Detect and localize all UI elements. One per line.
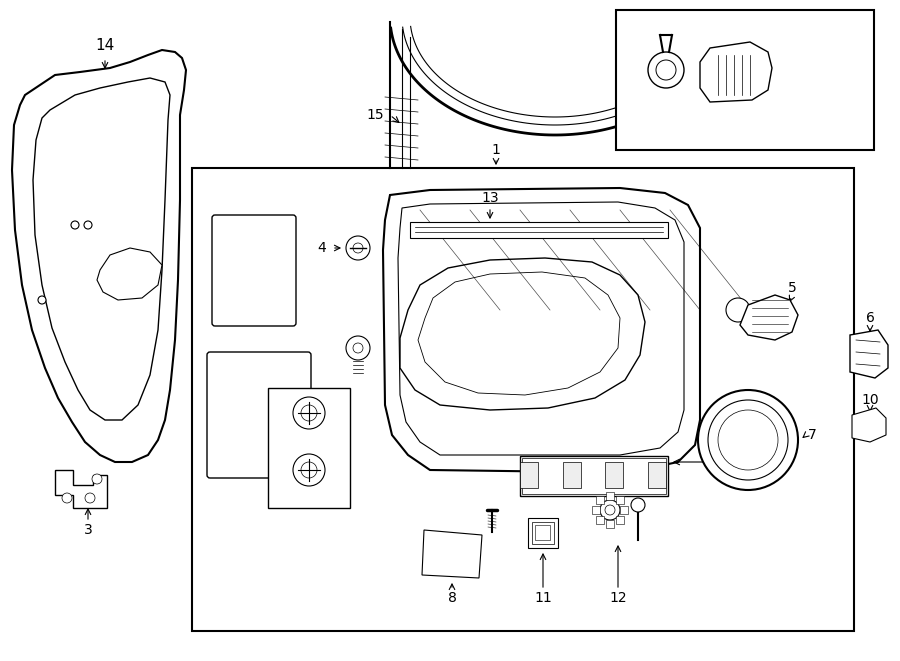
Circle shape [84, 221, 92, 229]
Circle shape [708, 400, 788, 480]
Polygon shape [97, 248, 162, 300]
Bar [606, 462, 624, 488]
Circle shape [726, 298, 750, 322]
Circle shape [346, 336, 370, 360]
Polygon shape [12, 50, 186, 462]
Circle shape [648, 52, 684, 88]
Polygon shape [422, 530, 482, 578]
Polygon shape [383, 188, 700, 472]
Bar [535, 525, 550, 540]
Polygon shape [418, 272, 620, 395]
Text: 12: 12 [609, 591, 626, 605]
Bar [562, 462, 580, 488]
Polygon shape [400, 258, 645, 410]
Bar [592, 506, 600, 514]
Polygon shape [850, 330, 888, 378]
Polygon shape [700, 42, 772, 102]
Circle shape [293, 397, 325, 429]
Circle shape [85, 493, 95, 503]
Bar [606, 492, 614, 500]
Bar [596, 496, 604, 504]
Text: 15: 15 [366, 108, 383, 122]
Text: 16: 16 [811, 71, 829, 85]
Text: 6: 6 [866, 311, 875, 325]
Text: 10: 10 [861, 393, 878, 407]
Circle shape [605, 505, 615, 515]
Bar [596, 516, 604, 524]
FancyBboxPatch shape [212, 215, 296, 326]
Bar [268, 388, 350, 508]
Polygon shape [852, 408, 886, 442]
Circle shape [301, 462, 317, 478]
Text: 17: 17 [657, 118, 675, 132]
Circle shape [353, 343, 363, 353]
Circle shape [353, 243, 363, 253]
Text: 8: 8 [447, 591, 456, 605]
Polygon shape [55, 470, 107, 508]
Text: 7: 7 [807, 428, 816, 442]
Bar [520, 462, 538, 488]
Circle shape [718, 410, 778, 470]
Text: 9: 9 [738, 455, 746, 469]
Text: 2: 2 [244, 441, 252, 455]
Text: 3: 3 [84, 523, 93, 537]
Text: 14: 14 [95, 38, 114, 52]
Circle shape [62, 493, 72, 503]
Circle shape [346, 236, 370, 260]
Text: 11: 11 [534, 591, 552, 605]
Bar [616, 496, 624, 504]
Bar [528, 518, 558, 548]
Text: 4: 4 [318, 241, 327, 255]
Circle shape [698, 390, 798, 490]
Bar [616, 516, 624, 524]
Polygon shape [33, 78, 170, 420]
Circle shape [38, 296, 46, 304]
Bar [532, 522, 554, 544]
Bar [522, 458, 666, 494]
Text: 13: 13 [482, 191, 499, 205]
Bar [616, 10, 874, 150]
Bar [620, 506, 628, 514]
Circle shape [600, 500, 620, 520]
Circle shape [656, 60, 676, 80]
Circle shape [71, 221, 79, 229]
Circle shape [92, 474, 102, 484]
Polygon shape [398, 202, 684, 455]
Bar [606, 520, 614, 528]
Polygon shape [740, 295, 798, 340]
FancyBboxPatch shape [207, 352, 311, 478]
Text: 5: 5 [788, 281, 796, 295]
Bar [520, 456, 668, 496]
Circle shape [301, 405, 317, 421]
Bar [648, 462, 666, 488]
Text: 1: 1 [491, 143, 500, 157]
Bar [410, 222, 668, 238]
Circle shape [631, 498, 645, 512]
Bar [192, 168, 854, 631]
Circle shape [293, 454, 325, 486]
